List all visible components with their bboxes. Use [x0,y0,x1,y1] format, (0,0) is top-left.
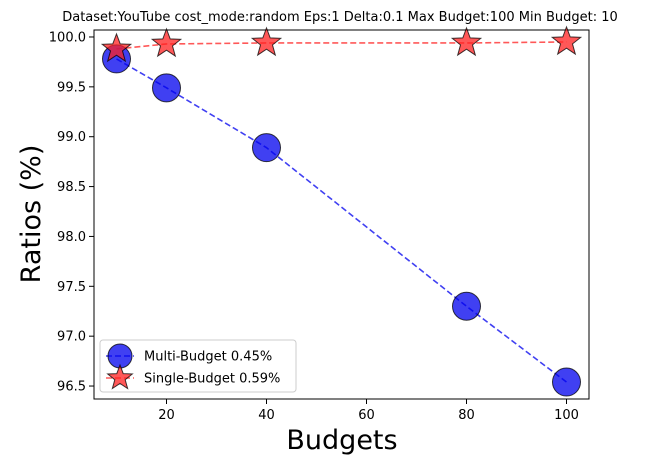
legend: Multi-Budget 0.45% Single-Budget 0.59% [99,339,297,393]
y-tick-label: 98.5 [57,180,86,195]
chart-title: Dataset:YouTube cost_mode:random Eps:1 D… [62,10,618,25]
data-point-series-2 [250,26,283,57]
data-point-series-1 [252,133,281,163]
x-tick-label: 60 [358,408,375,423]
legend-marker-2 [106,363,134,390]
y-tick-label: 99.0 [57,130,86,145]
x-tick-label: 80 [458,408,475,423]
y-axis-label: Ratios (%) [16,145,47,284]
data-point-series-2 [450,26,483,57]
legend-frame [99,339,297,393]
legend-label: Multi-Budget 0.45% [144,350,272,365]
x-tick-label: 40 [258,408,275,423]
data-point-series-2 [150,27,183,58]
x-tick-label: 20 [158,408,175,423]
data-point-series-2 [550,25,583,56]
data-point-series-1 [152,73,181,103]
x-axis: 20 40 60 80 100 [158,399,579,423]
y-tick-label: 97.5 [57,280,86,295]
x-tick-label: 100 [554,408,579,423]
y-tick-label: 96.5 [57,380,86,395]
series-layer [100,25,583,397]
x-axis-label: Budgets [286,425,397,456]
y-tick-label: 99.5 [57,80,86,95]
y-tick-label: 100.0 [49,30,86,45]
legend-label: Single-Budget 0.59% [144,372,280,387]
y-axis: 96.5 97.0 97.5 98.0 98.5 99.0 99.5 100.0 [49,30,94,395]
y-tick-label: 98.0 [57,230,86,245]
y-tick-label: 97.0 [57,330,86,345]
series-line-2 [116,41,567,50]
data-point-series-1 [552,367,581,397]
data-point-series-1 [452,291,481,321]
data-point-series-2 [100,32,133,63]
